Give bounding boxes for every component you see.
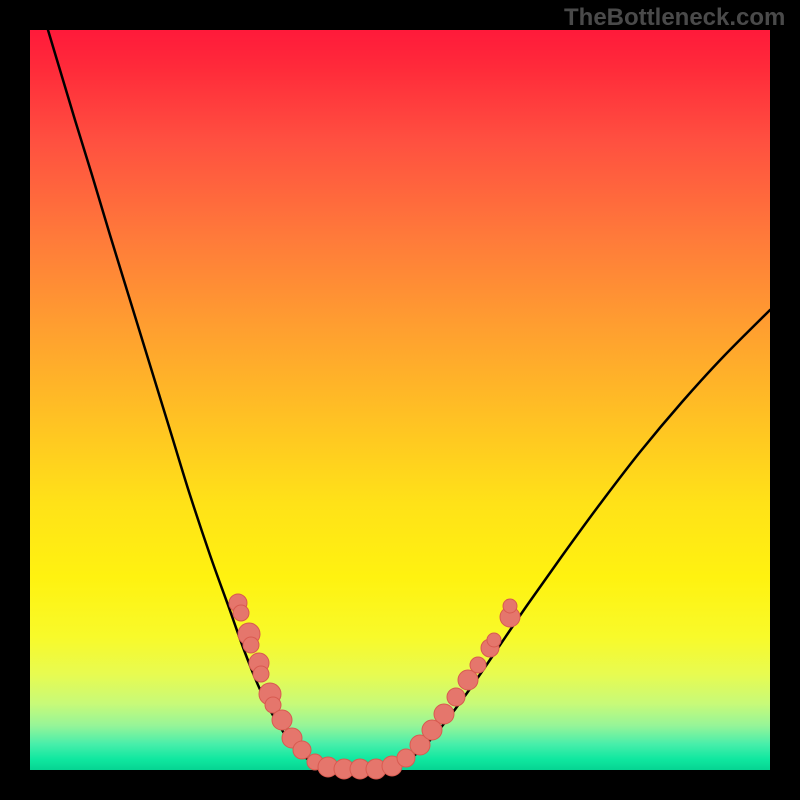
marker-dot [458,670,478,690]
bottleneck-curve [48,30,770,769]
marker-dot [470,657,486,673]
marker-dot [487,633,501,647]
marker-dot [243,637,259,653]
marker-dot [293,741,311,759]
marker-dot [503,599,517,613]
chart-container: TheBottleneck.com [0,0,800,800]
marker-cluster [229,594,520,779]
marker-dot [434,704,454,724]
marker-dot [233,605,249,621]
watermark-text: TheBottleneck.com [564,4,785,32]
marker-dot [272,710,292,730]
marker-dot [253,666,269,682]
marker-dot [447,688,465,706]
curve-layer [0,0,800,800]
